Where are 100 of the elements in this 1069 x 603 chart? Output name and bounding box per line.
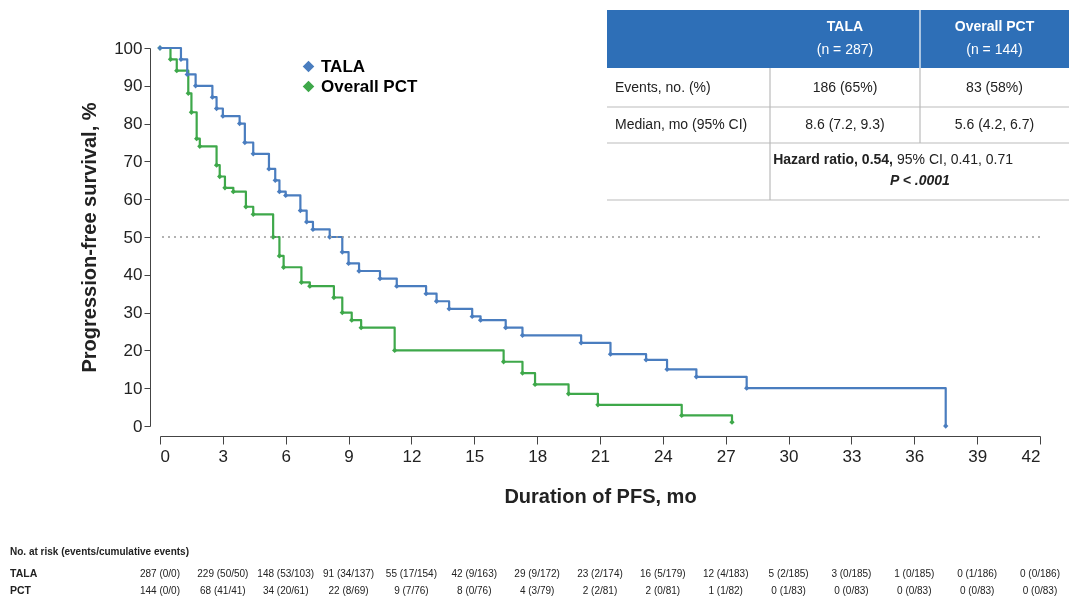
annotation: Median, mo (95% CI) (615, 116, 748, 132)
text: TALA (10, 567, 38, 579)
point (283, 192, 289, 199)
x-tick-label: 42 (1021, 446, 1041, 466)
text: 29 (9/172) (514, 568, 560, 579)
y-tick-label: 70 (123, 151, 143, 171)
text: 0 (0/186) (1019, 568, 1061, 579)
point (519, 332, 526, 338)
point (217, 173, 223, 180)
point (433, 298, 440, 304)
annotation: (n = 287) (816, 41, 874, 57)
text: 5 (2/185) (768, 568, 809, 579)
point (174, 68, 180, 74)
text: 0 (1/83) (771, 585, 806, 596)
point (272, 177, 278, 183)
y-tick-label: 100 (114, 38, 143, 58)
y-tick-label: 50 (123, 227, 143, 247)
annotation: 186 (65%) (812, 79, 878, 95)
x-tick-label: 27 (716, 446, 736, 466)
text: 0 (0/83) (959, 585, 995, 596)
x-tick-label: 21 (591, 446, 610, 466)
point (213, 105, 220, 112)
point (339, 309, 345, 316)
y-tick-label: 0 (133, 416, 143, 436)
point (250, 211, 256, 217)
point (297, 207, 304, 214)
text: 68 (41/41) (200, 585, 246, 596)
text: 34 (20/61) (262, 585, 309, 596)
point (250, 151, 256, 157)
point (185, 90, 191, 97)
point (679, 412, 685, 419)
x-tick-label: 15 (465, 446, 485, 466)
point (276, 188, 283, 195)
y-tick-label: 40 (123, 265, 143, 285)
text: 2 (2/81) (582, 585, 618, 596)
legend-label: TALA (321, 56, 366, 76)
text: 12 (4/183) (702, 568, 749, 579)
x-tick-label: 24 (653, 446, 673, 466)
point (304, 219, 310, 225)
x-axis-title: Duration of PFS, mo (504, 484, 697, 507)
annotation: 95% CI, 0.41, 0.71 (897, 151, 1014, 167)
point (358, 325, 364, 331)
point (500, 359, 507, 365)
text: 3 (0/185) (831, 568, 872, 579)
point (392, 347, 398, 354)
x-tick-label: 18 (528, 446, 548, 466)
x-tick-label: 36 (905, 446, 925, 466)
text: 9 (7/76) (394, 585, 429, 596)
annotation: 8.6 (7.2, 9.3) (805, 116, 885, 132)
point (349, 317, 355, 323)
x-tick-label: 30 (779, 446, 799, 466)
text: 0 (0/83) (834, 585, 869, 596)
text: 144 (0/0) (139, 585, 181, 596)
point (394, 283, 400, 289)
text: No. at risk (events/cumulative events) (10, 546, 189, 557)
point (280, 264, 287, 270)
y-tick-label: 30 (123, 303, 143, 323)
point (331, 294, 337, 301)
annotation: 83 (58%) (966, 79, 1023, 95)
point (469, 313, 475, 320)
point (423, 291, 429, 297)
annotation: Hazard ratio, 0.54, (773, 151, 893, 167)
point (192, 83, 199, 89)
point (532, 381, 538, 388)
point (167, 56, 174, 62)
text: 4 (3/79) (519, 585, 555, 596)
point (744, 385, 750, 391)
point (310, 226, 316, 233)
text: TALA (826, 18, 864, 34)
annotation: 5.6 (4.2, 6.7) (954, 116, 1035, 132)
text: 23 (2/174) (577, 568, 623, 579)
text: 42 (9/163) (451, 568, 498, 579)
y-tick-label: 80 (123, 114, 143, 134)
annotation: P < .0001 (890, 172, 951, 188)
point (194, 136, 200, 142)
point (197, 143, 203, 149)
legend-label: Overall PCT (321, 76, 418, 96)
point (298, 279, 305, 286)
point (213, 162, 220, 168)
annotation: Events, no. (%) (615, 79, 711, 95)
x-tick-label: 6 (281, 446, 291, 466)
text: 0 (0/83) (897, 585, 932, 596)
text: 8 (0/76) (457, 585, 492, 596)
point (339, 249, 345, 255)
point (178, 56, 184, 62)
y-tick-label: 10 (123, 378, 143, 398)
annotation: (n = 144) (966, 41, 1023, 57)
text: 91 (34/137) (322, 568, 375, 579)
text: 22 (8/69) (328, 585, 369, 596)
x-tick-label: 0 (160, 446, 170, 466)
x-tick-label: 33 (842, 446, 862, 466)
y-tick-label: 90 (123, 76, 143, 96)
text: 1 (1/82) (708, 585, 743, 596)
text: 0 (0/83) (1022, 585, 1058, 596)
point (477, 317, 484, 323)
point (503, 325, 509, 331)
text: Overall PCT (954, 18, 1035, 34)
y-tick-label: 20 (123, 340, 143, 360)
text: 148 (53/103) (257, 568, 315, 579)
point (184, 71, 190, 78)
